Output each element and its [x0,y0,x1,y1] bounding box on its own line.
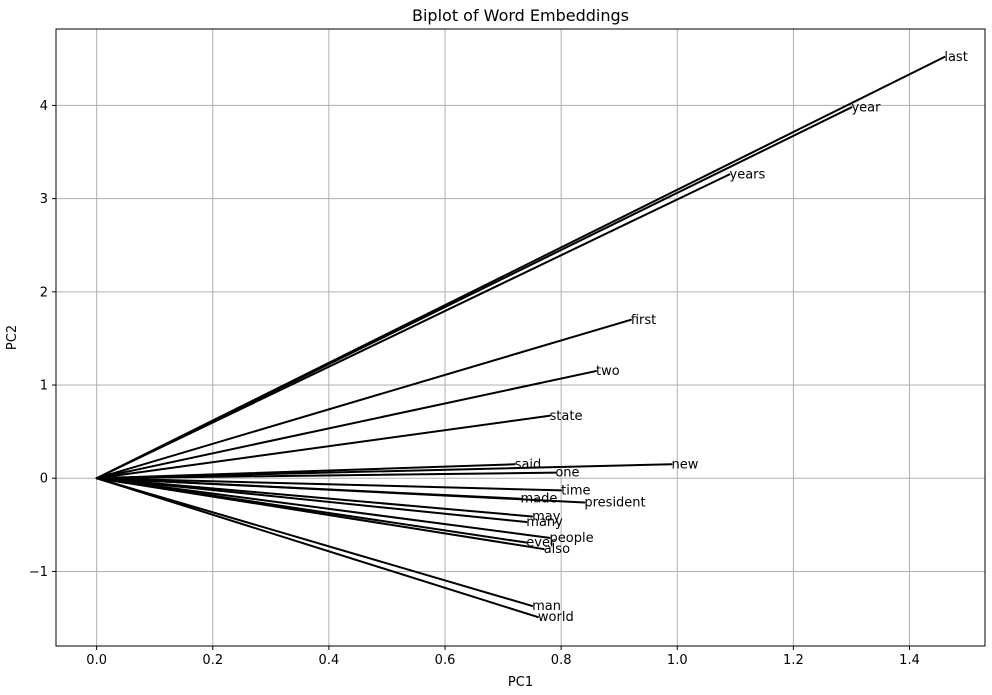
vector-first [95,318,632,480]
y-tick-label: 0 [40,472,48,487]
x-tick-label: 1.0 [667,653,688,668]
vector-people [95,477,551,539]
word-label-may: may [532,509,561,524]
grid [56,29,985,646]
word-label-president: president [584,495,645,510]
word-label-one: one [555,466,579,481]
word-label-man: man [532,599,561,614]
chart-title: Biplot of Word Embeddings [412,6,629,25]
vector-may [95,477,534,518]
vector-one [95,471,557,480]
x-tick-label: 1.4 [899,653,920,668]
vector-state [95,414,551,480]
word-label-many: many [526,515,563,530]
y-tick-label: 3 [40,192,48,207]
vector-man [95,477,534,607]
x-tick-label: 0.8 [551,653,572,668]
word-label-people: people [550,531,594,546]
word-label-first: first [631,313,656,328]
vector-years [95,173,731,480]
word-label-also: also [544,542,570,557]
plot-frame [55,28,986,647]
y-tick-label: 2 [40,285,48,300]
x-axis-title: PC1 [508,675,533,690]
vector-said [95,463,516,480]
word-label-new: new [671,457,698,472]
x-tick-label: 0.6 [435,653,456,668]
word-label-year: year [851,100,881,115]
vector-group [95,55,946,619]
word-label-world: world [538,610,574,625]
vector-president [95,477,586,504]
word-label-last: last [944,50,967,65]
word-label-two: two [596,364,620,379]
word-label-time: time [561,483,590,498]
vector-many [95,477,528,524]
vector-also [95,477,545,551]
vector-year [95,106,853,480]
y-tick-label: 4 [40,99,48,114]
word-label-made: made [521,492,558,507]
x-tick-label: 0.0 [86,653,107,668]
y-tick-label: −1 [29,565,48,580]
x-tick-label: 0.4 [319,653,340,668]
word-label-ever: ever [526,536,556,551]
x-tick-label: 1.2 [783,653,804,668]
word-label-state: state [550,409,583,424]
vector-world [95,477,539,619]
y-tick-label: 1 [40,379,48,394]
x-tick-label: 0.2 [202,653,223,668]
y-axis-title: PC2 [5,325,20,350]
word-label-said: said [515,457,542,472]
vector-time [95,477,563,492]
word-label-years: years [730,167,766,182]
axis-ticks: 0.0 0.2 0.4 0.6 0.8 1.0 1.2 1.4 −1 0 1 2 3 4 [29,99,920,668]
vector-two [95,370,597,480]
